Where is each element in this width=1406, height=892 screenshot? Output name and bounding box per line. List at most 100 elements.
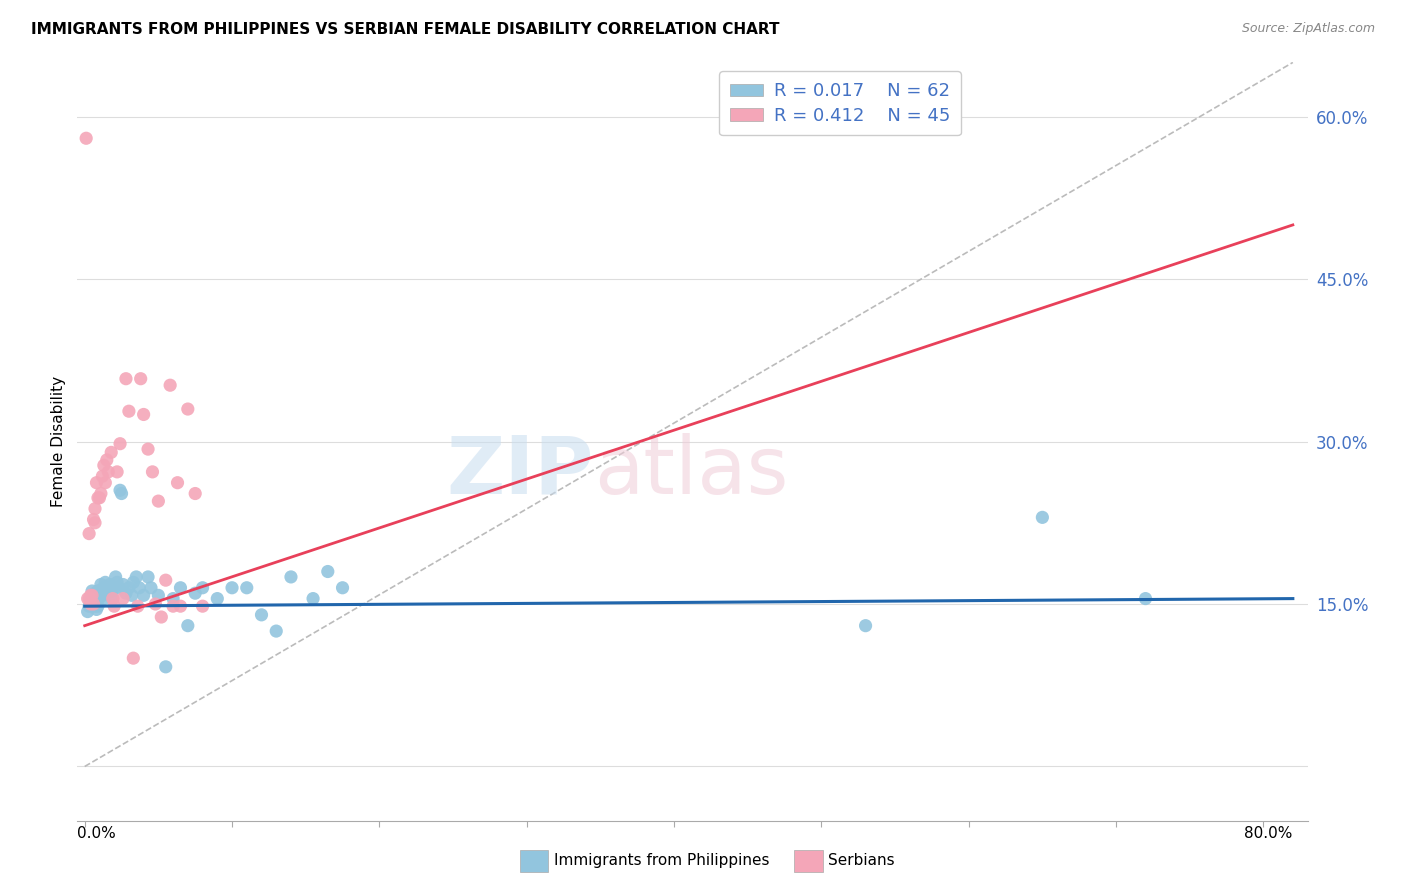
Point xyxy=(136,570,159,584)
Point xyxy=(77,591,100,606)
Text: atlas: atlas xyxy=(595,433,789,511)
Point xyxy=(264,624,287,639)
Point xyxy=(103,599,125,614)
Y-axis label: Female Disability: Female Disability xyxy=(51,376,66,508)
Point xyxy=(97,582,120,597)
Point xyxy=(129,372,152,386)
Point xyxy=(101,591,124,606)
Point xyxy=(97,465,120,479)
Point xyxy=(111,591,134,606)
Point xyxy=(148,588,170,602)
Point xyxy=(118,581,141,595)
Point xyxy=(1031,510,1053,524)
Point xyxy=(316,565,339,579)
Point xyxy=(84,516,107,530)
Text: Serbians: Serbians xyxy=(828,854,894,868)
Point xyxy=(105,465,128,479)
Point xyxy=(100,584,122,599)
Point xyxy=(145,597,167,611)
Point xyxy=(101,591,124,606)
Point xyxy=(94,475,117,490)
Point xyxy=(1135,591,1157,606)
Point xyxy=(184,486,207,500)
Point xyxy=(89,591,111,605)
Text: ZIP: ZIP xyxy=(447,433,595,511)
Point xyxy=(127,599,149,614)
Point xyxy=(76,591,98,606)
Point xyxy=(83,597,105,611)
Point xyxy=(332,581,354,595)
Point xyxy=(96,581,118,595)
Point xyxy=(86,475,108,490)
Point xyxy=(125,570,148,584)
Point xyxy=(76,605,98,619)
Point xyxy=(93,591,115,606)
Point xyxy=(94,575,117,590)
Point xyxy=(75,131,97,145)
Point xyxy=(90,577,112,591)
Point xyxy=(93,458,115,473)
Point xyxy=(169,599,191,614)
Text: 80.0%: 80.0% xyxy=(1244,826,1294,841)
Point xyxy=(191,599,214,614)
Point xyxy=(184,586,207,600)
Point xyxy=(115,372,138,386)
Point xyxy=(159,378,181,392)
Point xyxy=(84,501,107,516)
Point xyxy=(96,453,118,467)
Point xyxy=(79,588,101,602)
Point xyxy=(122,575,145,590)
Legend: R = 0.017    N = 62, R = 0.412    N = 45: R = 0.017 N = 62, R = 0.412 N = 45 xyxy=(720,71,960,136)
Point xyxy=(221,581,243,595)
Point xyxy=(77,599,100,614)
Point xyxy=(177,618,200,632)
Point xyxy=(79,595,101,609)
Point xyxy=(236,581,259,595)
Point xyxy=(166,475,188,490)
Point xyxy=(84,591,107,606)
Point xyxy=(80,591,103,606)
Point xyxy=(132,588,155,602)
Point xyxy=(86,594,108,608)
Point xyxy=(302,591,325,606)
Point xyxy=(155,660,177,674)
Point xyxy=(105,575,128,590)
Point xyxy=(90,486,112,500)
Text: Immigrants from Philippines: Immigrants from Philippines xyxy=(554,854,769,868)
Point xyxy=(80,588,103,602)
Point xyxy=(83,512,105,526)
Point xyxy=(155,573,177,587)
Point xyxy=(162,599,184,614)
Point xyxy=(250,607,273,622)
Text: Source: ZipAtlas.com: Source: ZipAtlas.com xyxy=(1241,22,1375,36)
Point xyxy=(118,404,141,418)
Text: 0.0%: 0.0% xyxy=(77,826,117,841)
Point xyxy=(89,491,111,505)
Point xyxy=(111,577,134,591)
Point xyxy=(80,584,103,599)
Point xyxy=(91,588,114,602)
Point xyxy=(280,570,302,584)
Point xyxy=(139,581,162,595)
Point xyxy=(108,483,131,498)
Point xyxy=(91,469,114,483)
Point xyxy=(132,408,155,422)
Point xyxy=(128,581,150,595)
Point xyxy=(86,602,108,616)
Point xyxy=(122,651,145,665)
Point xyxy=(90,582,112,597)
Point xyxy=(84,586,107,600)
Point xyxy=(104,570,127,584)
Point xyxy=(150,610,173,624)
Point xyxy=(207,591,229,606)
Point xyxy=(141,465,163,479)
Point xyxy=(110,486,132,500)
Point xyxy=(89,586,111,600)
Point xyxy=(98,577,121,591)
Point xyxy=(177,402,200,417)
Point xyxy=(77,526,100,541)
Point xyxy=(162,591,184,606)
Point xyxy=(121,588,143,602)
Point xyxy=(93,581,115,595)
Point xyxy=(855,618,877,632)
